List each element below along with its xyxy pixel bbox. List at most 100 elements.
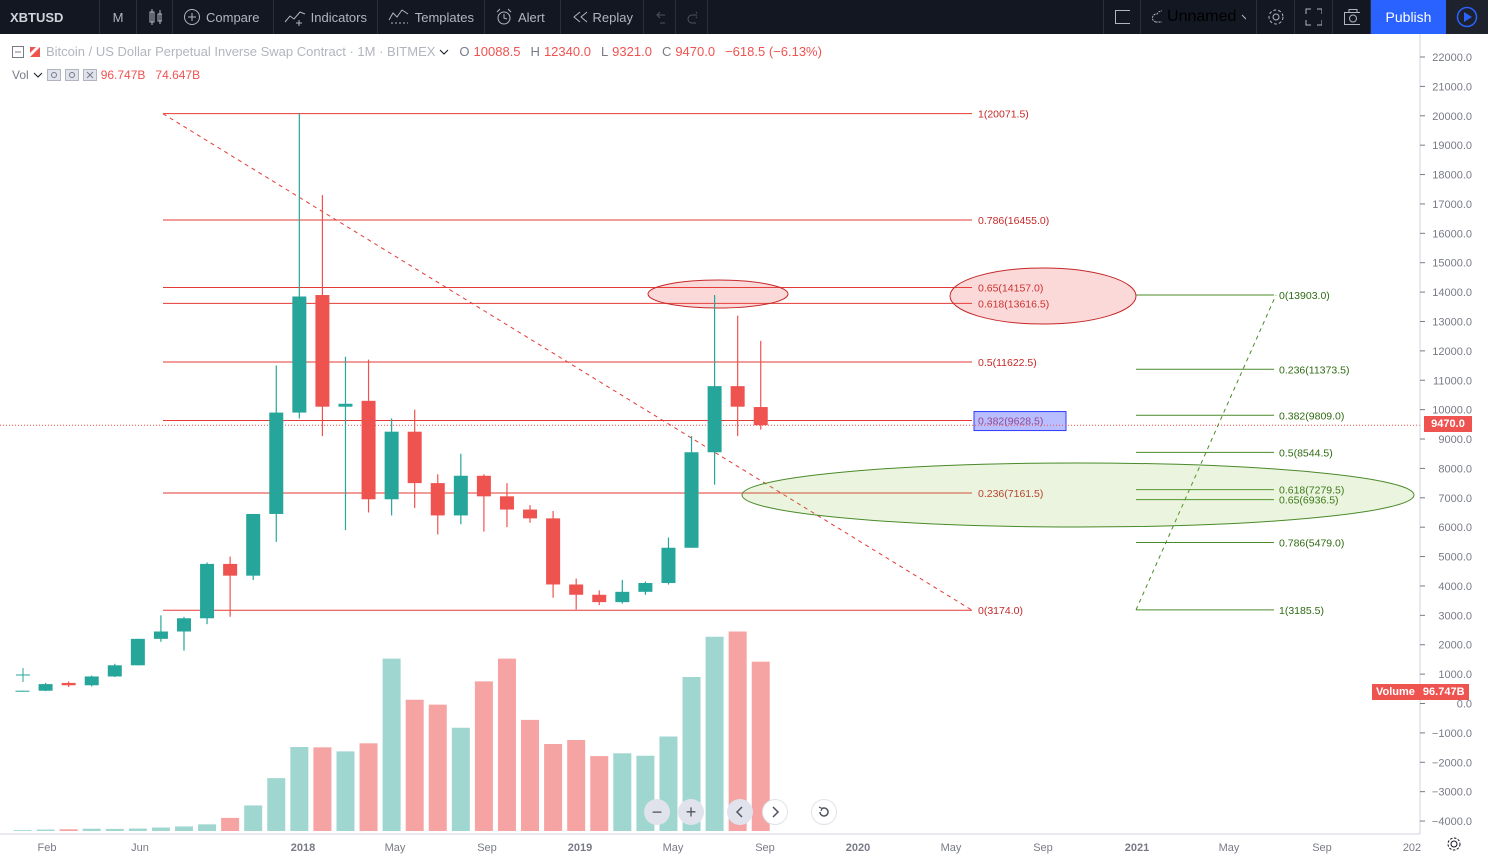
volume-bar: [405, 699, 424, 831]
candlesticks: [15, 113, 768, 692]
chevron-down-icon[interactable]: [33, 71, 43, 79]
low-value: 9321.0: [612, 44, 652, 59]
x-tick-label: May: [941, 842, 962, 854]
fib-green-level-label: 0.5(8544.5): [1279, 447, 1333, 459]
x-tick-label: Feb: [38, 842, 57, 854]
volume-bars: [13, 631, 770, 831]
candle-body: [38, 684, 53, 691]
candle-body: [730, 386, 745, 407]
y-tick-label: 20000.0: [1432, 111, 1472, 123]
snapshot-button[interactable]: [1333, 0, 1371, 34]
fib-green-level-label: 1(3185.5): [1279, 605, 1324, 617]
fib-green-level-label: 0.786(5479.0): [1279, 537, 1344, 549]
x-tick-label: 202: [1403, 842, 1421, 854]
volume-bar: [244, 805, 263, 831]
y-tick-label: −4000.0: [1432, 816, 1472, 828]
fullscreen-layout-button[interactable]: [1103, 0, 1141, 34]
fib-level-label: 1(20071.5): [978, 109, 1029, 121]
y-tick-label: 10000.0: [1432, 405, 1472, 417]
high-value: 12340.0: [543, 44, 591, 59]
layout-name-button[interactable]: Unnamed: [1141, 0, 1257, 34]
support-ellipse: [741, 462, 1415, 528]
volume-bar: [36, 829, 55, 831]
close-label: C: [661, 44, 672, 59]
reset-chart-button[interactable]: [811, 799, 837, 825]
candle-body: [661, 547, 676, 584]
candle-body: [684, 452, 699, 548]
close-value: 9470.0: [675, 44, 716, 59]
price-chart[interactable]: 1(20071.5) 0.786(16455.0) 0.65(14157.0) 0.6…: [0, 34, 1488, 857]
zoom-in-button[interactable]: +: [678, 799, 704, 825]
candle-body: [269, 412, 284, 514]
series-title[interactable]: Bitcoin / US Dollar Perpetual Inverse Sw…: [46, 44, 436, 59]
candle-body: [361, 400, 376, 500]
y-tick-label: 17000.0: [1432, 199, 1472, 211]
y-tick-label: 5000.0: [1438, 552, 1472, 564]
close-icon[interactable]: [82, 69, 97, 81]
volume-badge: Volume 96.747B: [1372, 684, 1469, 700]
volume-bar: [151, 827, 170, 831]
gear-icon: [1268, 9, 1284, 25]
chart-settings-button[interactable]: [1446, 836, 1462, 857]
collapse-icon[interactable]: [12, 45, 24, 58]
interval-button[interactable]: M: [100, 0, 137, 34]
indicators-label: Indicators: [310, 9, 367, 25]
price-axis-bg: [1420, 34, 1488, 834]
fib-green-level-label: 0.236(11373.5): [1279, 364, 1349, 376]
minus-icon: −: [651, 801, 663, 822]
publish-label: Publish: [1385, 9, 1432, 25]
scroll-left-button[interactable]: [727, 799, 753, 825]
volume-bar: [451, 727, 470, 831]
volume-bar: [751, 661, 770, 831]
redo-button[interactable]: [676, 0, 708, 34]
fib-retracement-drawings[interactable]: 1(20071.5) 0.786(16455.0) 0.65(14157.0) 0.6…: [0, 109, 1420, 618]
candles-icon: [149, 9, 162, 25]
volume-bar: [82, 828, 101, 831]
volume-legend-label[interactable]: Vol: [12, 68, 29, 82]
y-tick-label: 3000.0: [1438, 610, 1472, 622]
x-tick-label: May: [385, 842, 406, 854]
settings-button[interactable]: [1257, 0, 1295, 34]
chart-type-button[interactable]: [137, 0, 173, 34]
fib-selected-label-box: [973, 411, 1067, 432]
symbol-search-button[interactable]: XBTUSD: [0, 0, 100, 34]
templates-label: Templates: [414, 9, 474, 25]
y-tick-label: 19000.0: [1432, 140, 1472, 152]
fib-level-label: 0.382(9628.5): [978, 416, 1043, 428]
chevron-down-icon[interactable]: [439, 48, 449, 56]
volume-bar: [313, 747, 332, 831]
volume-bar: [198, 824, 217, 831]
y-tick-label: −2000.0: [1432, 757, 1472, 769]
y-tick-label: 0.0: [1457, 699, 1472, 711]
volume-bar: [521, 719, 540, 831]
templates-button[interactable]: Templates: [378, 0, 485, 34]
zoom-out-button[interactable]: −: [644, 799, 670, 825]
y-tick-label: 6000.0: [1438, 522, 1472, 534]
undo-button[interactable]: [644, 0, 676, 34]
open-label: O: [459, 44, 470, 59]
fullscreen-button[interactable]: [1295, 0, 1333, 34]
y-tick-label: −3000.0: [1432, 787, 1472, 799]
candle-body: [638, 583, 653, 592]
scroll-right-button[interactable]: [762, 799, 788, 825]
candle-body: [707, 386, 722, 453]
volume-bar: [221, 817, 240, 831]
eye-icon[interactable]: [46, 69, 61, 81]
resistance-ellipse-small: [647, 279, 789, 309]
compare-button[interactable]: Compare: [173, 0, 274, 34]
chevron-down-icon: [1242, 14, 1246, 20]
indicators-button[interactable]: Indicators: [274, 0, 378, 34]
fib-green-level-label: 0.382(9809.0): [1279, 410, 1344, 422]
y-tick-label: 9000.0: [1438, 434, 1472, 446]
candle-body: [569, 584, 584, 595]
alert-button[interactable]: Alert: [485, 0, 561, 34]
settings-icon[interactable]: [64, 69, 79, 81]
play-button[interactable]: [1446, 0, 1488, 34]
publish-button[interactable]: Publish: [1371, 0, 1446, 34]
replay-button[interactable]: Replay: [561, 0, 644, 34]
candle-body: [107, 665, 122, 677]
fib-level-label: 0(3174.0): [978, 605, 1023, 617]
candle-body: [453, 475, 468, 516]
y-tick-label: 13000.0: [1432, 316, 1472, 328]
volume-bar: [544, 744, 563, 831]
